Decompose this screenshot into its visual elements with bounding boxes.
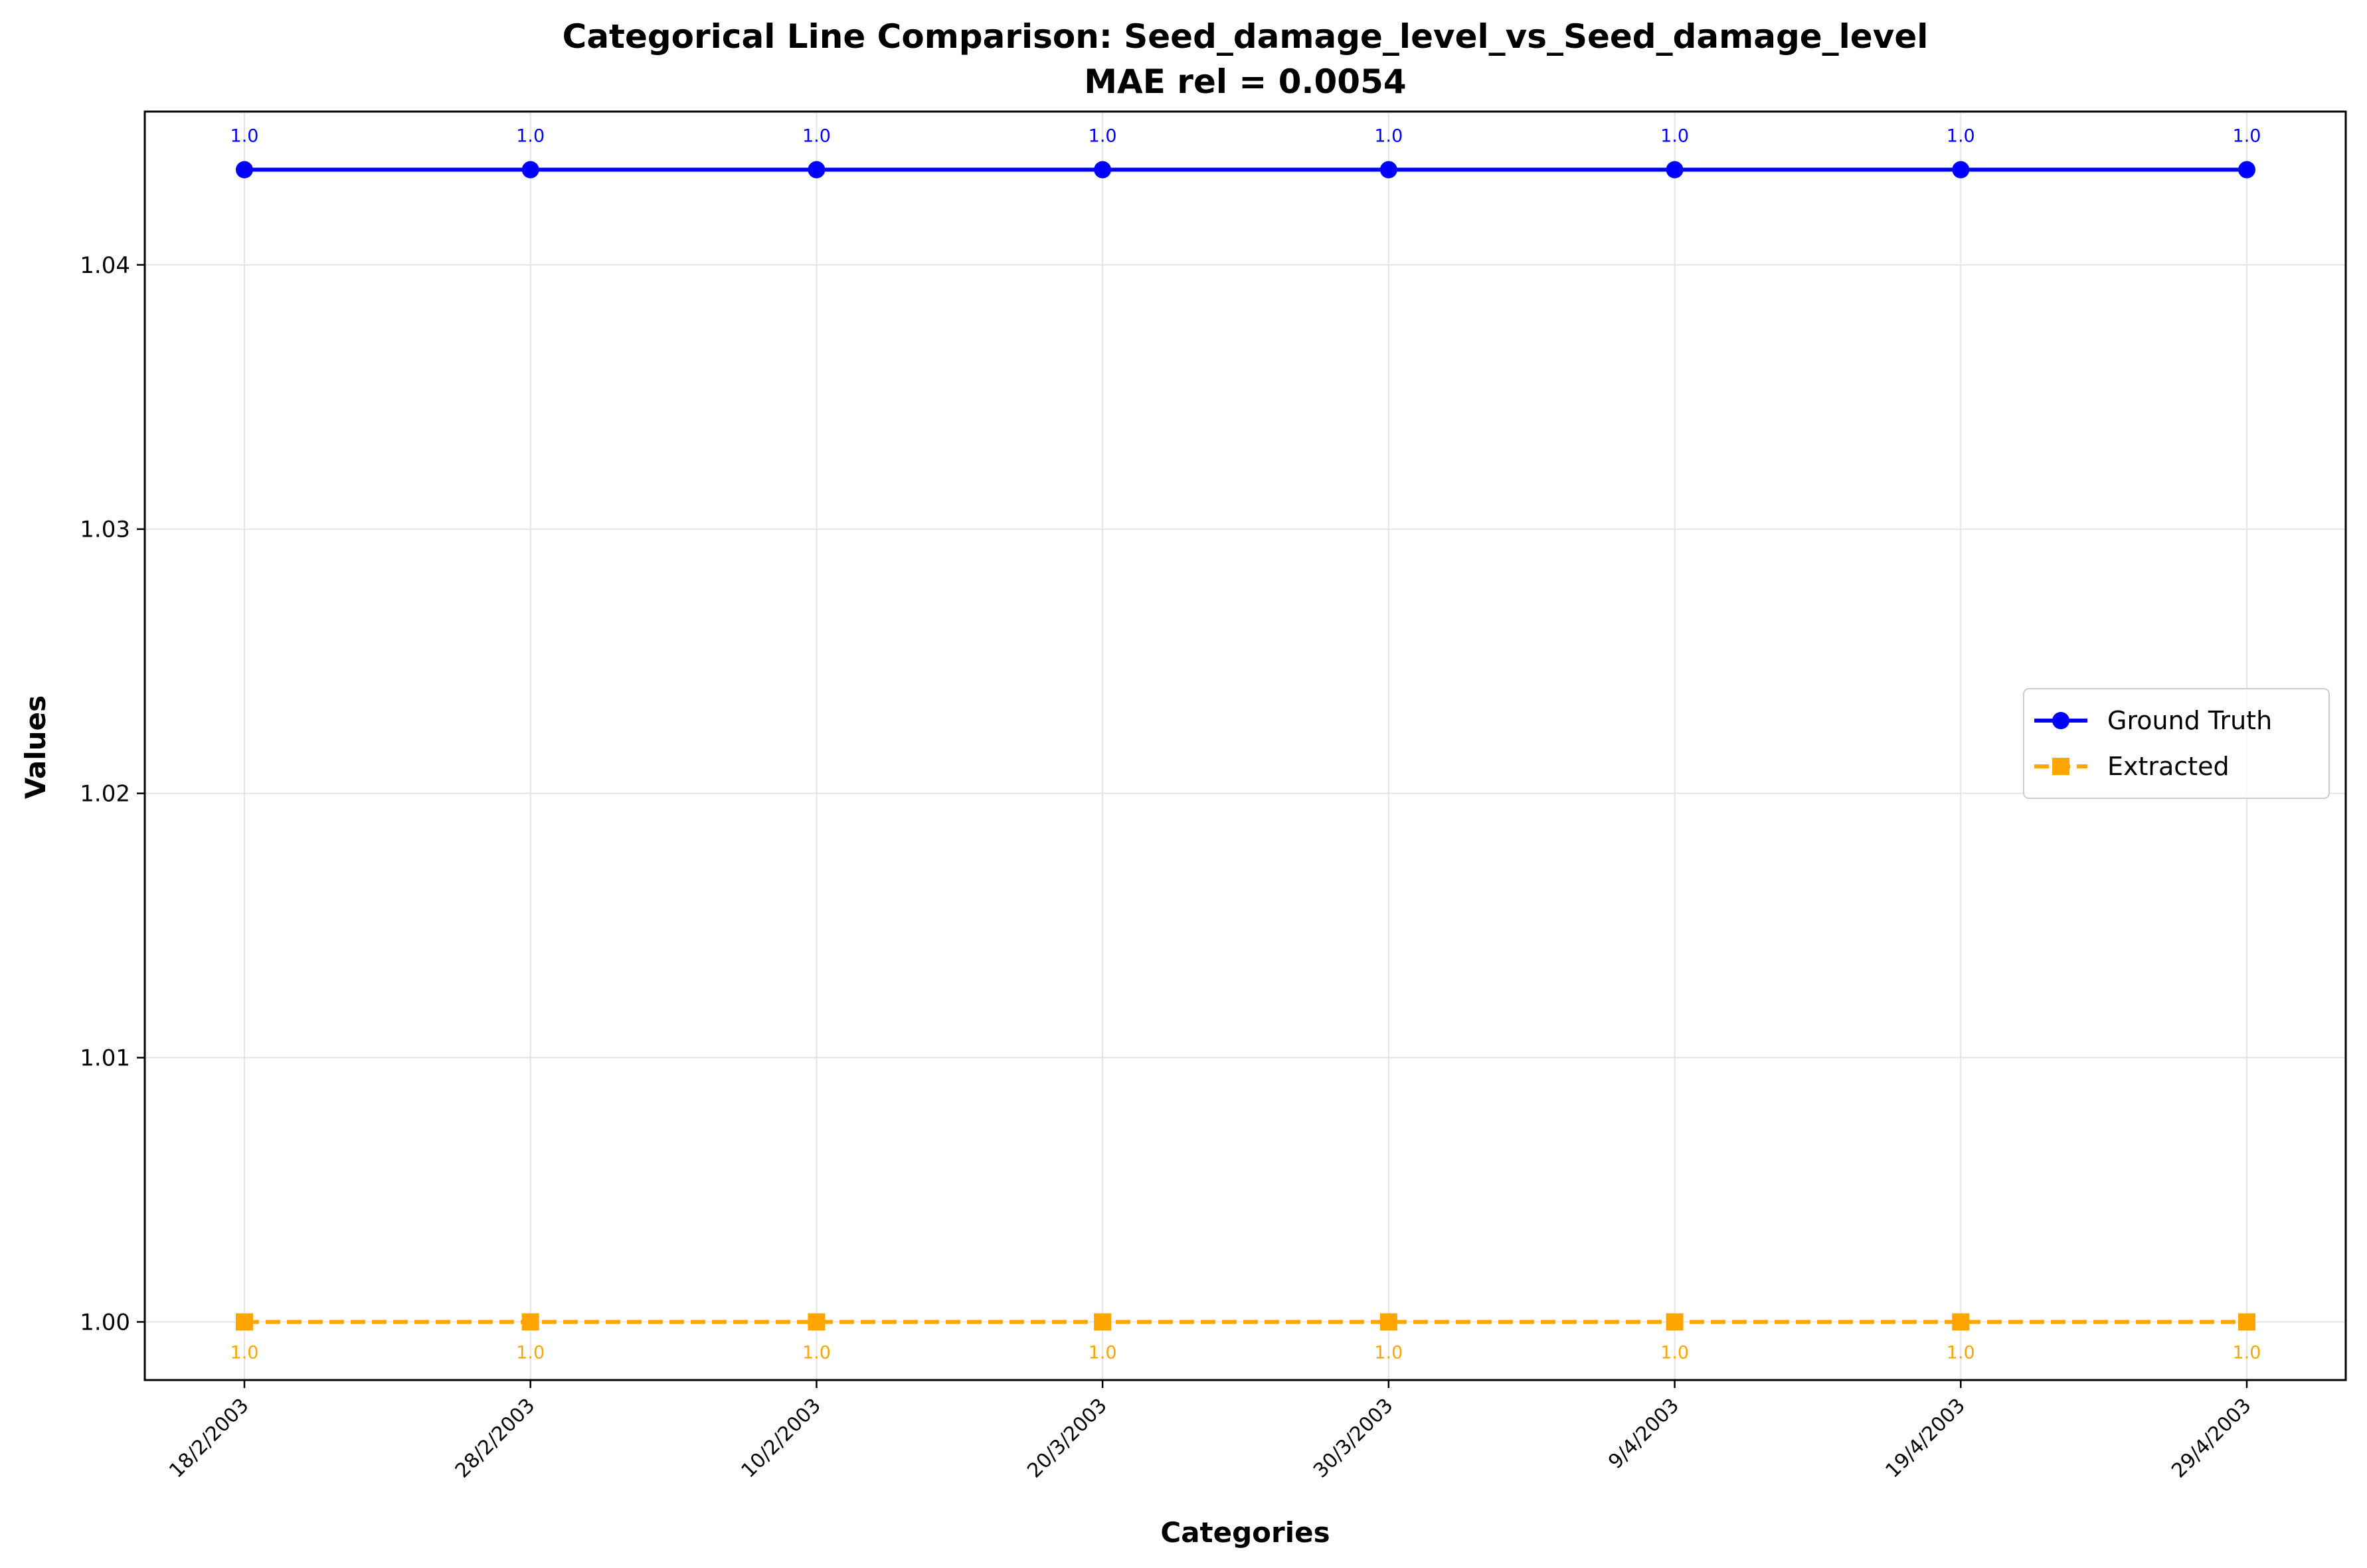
data-point (521, 1313, 539, 1331)
y-tick-label: 1.04 (80, 252, 130, 279)
y-tick-label: 1.01 (80, 1045, 130, 1072)
data-point (808, 161, 826, 179)
data-label: 1.0 (2233, 126, 2261, 147)
data-point (1379, 161, 1397, 179)
chart-subtitle: MAE rel = 0.0054 (1084, 62, 1406, 101)
data-label: 1.0 (516, 1342, 545, 1363)
legend-box (2023, 688, 2330, 799)
data-point (808, 1313, 826, 1331)
data-label: 1.0 (1089, 126, 1117, 147)
series-ground-truth: 1.0 1.0 1.0 1.0 1.0 1.0 1.0 1.0 (230, 126, 2261, 179)
legend-marker (2052, 758, 2069, 775)
data-point (2238, 1313, 2255, 1331)
data-point (236, 161, 253, 179)
data-point (1094, 1313, 1112, 1331)
data-label: 1.0 (516, 126, 545, 147)
data-label: 1.0 (230, 126, 259, 147)
data-label: 1.0 (1947, 1342, 1975, 1363)
data-label: 1.0 (1374, 1342, 1403, 1363)
y-tick-label: 1.03 (80, 517, 130, 543)
series-extracted: 1.0 1.0 1.0 1.0 1.0 1.0 1.0 1.0 (230, 1313, 2261, 1363)
data-point (1666, 161, 1684, 179)
data-point (1094, 161, 1112, 179)
data-label: 1.0 (1374, 126, 1403, 147)
data-label: 1.0 (1660, 1342, 1689, 1363)
data-point (2238, 161, 2255, 179)
data-label: 1.0 (1947, 126, 1975, 147)
data-label: 1.0 (2233, 1342, 2261, 1363)
legend-marker (2052, 712, 2069, 729)
series-layer: 1.0 1.0 1.0 1.0 1.0 1.0 1.0 1.01.0 1.0 1.0 1.0 1.0 1… (230, 126, 2261, 1363)
plot-frame (143, 110, 2347, 1381)
data-label: 1.0 (802, 1342, 831, 1363)
data-point (236, 1313, 253, 1331)
data-point (1952, 1313, 1970, 1331)
legend-label: Ground Truth (2107, 706, 2272, 735)
data-label: 1.0 (1660, 126, 1689, 147)
data-point (521, 161, 539, 179)
legend: Ground Truth Extracted (2023, 688, 2330, 799)
data-point (1379, 1313, 1397, 1331)
chart-title: Categorical Line Comparison: Seed_damage… (563, 17, 1929, 56)
data-label: 1.0 (230, 1342, 259, 1363)
data-label: 1.0 (1089, 1342, 1117, 1363)
data-point (1952, 161, 1970, 179)
x-axis-label: Categories (1160, 1516, 1330, 1549)
data-point (1666, 1313, 1684, 1331)
legend-label: Extracted (2107, 752, 2230, 781)
data-label: 1.0 (802, 126, 831, 147)
y-tick-label: 1.00 (80, 1309, 130, 1336)
y-axis-label: Values (19, 695, 52, 799)
y-tick-label: 1.02 (80, 781, 130, 808)
